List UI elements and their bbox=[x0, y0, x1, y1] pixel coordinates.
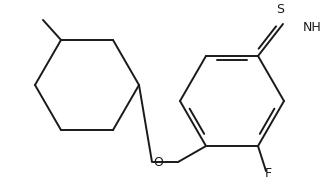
Text: O: O bbox=[153, 156, 163, 169]
Text: 2: 2 bbox=[325, 17, 326, 26]
Text: S: S bbox=[276, 3, 284, 16]
Text: F: F bbox=[264, 167, 272, 180]
Text: NH: NH bbox=[303, 22, 322, 34]
